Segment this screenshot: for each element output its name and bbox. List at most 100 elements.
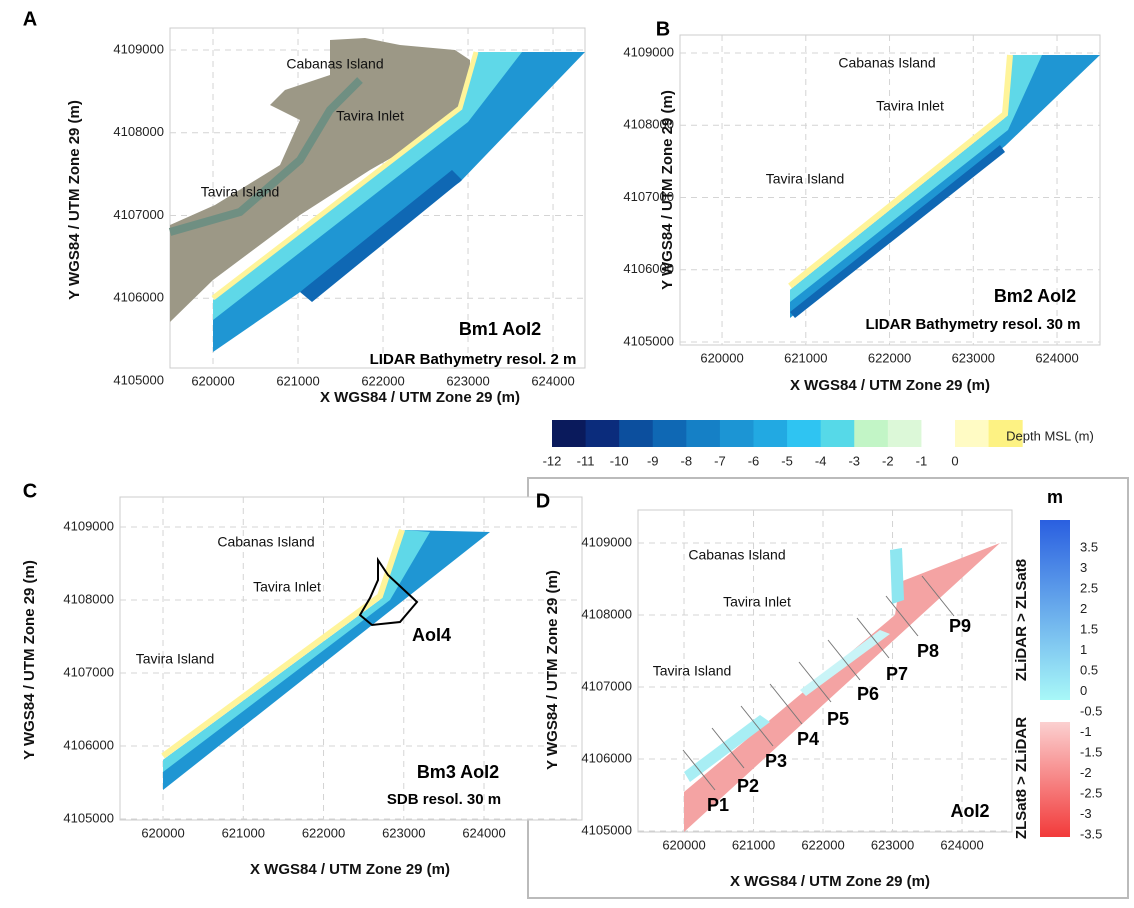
colorbar-tick-label: 0.5 (1080, 662, 1098, 677)
x-tick-label: 623000 (952, 350, 995, 365)
profile-label: P6 (857, 684, 879, 704)
difference-band (684, 543, 1000, 832)
colorbar-swatch (787, 420, 822, 447)
panel-subtitle: LIDAR Bathymetry resol. 2 m (370, 351, 577, 368)
satellite-land (170, 38, 470, 322)
plot-area (119, 496, 583, 821)
y-axis-title: Y WGS84 / UTM Zone 29 (m) (659, 90, 676, 290)
x-tick-label: 622000 (801, 837, 844, 852)
colorbar-tick-label: -11 (577, 453, 595, 468)
x-tick-label: 622000 (868, 350, 911, 365)
colorbar-swatch (921, 420, 956, 447)
x-axis-title: X WGS84 / UTM Zone 29 (m) (730, 873, 930, 890)
colorbar-tick-label: -12 (543, 453, 562, 468)
colorbar-swatch (719, 420, 754, 447)
y-tick-label: 4108000 (581, 606, 632, 621)
profile-label: P9 (949, 616, 971, 636)
colorbar-tick-label: 2 (1080, 601, 1087, 616)
x-tick-label: 621000 (276, 373, 319, 388)
colorbar-swatch (619, 420, 654, 447)
panel-letter: B (656, 18, 670, 40)
y-tick-label: 4107000 (63, 664, 114, 679)
profile-label: P3 (765, 751, 787, 771)
y-tick-label: 4109000 (581, 534, 632, 549)
positive-patch (890, 548, 904, 604)
colorbar-tick-label: -7 (714, 453, 726, 468)
colorbar-tick-label: -2 (882, 453, 894, 468)
colorbar-tick-label: 3 (1080, 560, 1087, 575)
y-tick-label: 4105000 (63, 810, 114, 825)
panel-title: Bm2 AoI2 (994, 286, 1076, 306)
y-tick-label: 4106000 (113, 290, 164, 305)
colorbar-tick-label: -4 (815, 453, 827, 468)
panel-title: Bm3 AoI2 (417, 762, 499, 782)
y-tick-label: 4106000 (581, 750, 632, 765)
y-tick-label: 4105000 (581, 822, 632, 837)
deep-zone (300, 170, 462, 302)
y-tick-label: 4107000 (623, 189, 674, 204)
channel (168, 77, 363, 236)
x-tick-label: 623000 (382, 825, 425, 840)
x-axis-title: X WGS84 / UTM Zone 29 (m) (320, 389, 520, 406)
colorbar-swatch (753, 420, 788, 447)
colorbar-swatch (854, 420, 889, 447)
x-tick-label: 620000 (700, 350, 743, 365)
x-tick-label: 624000 (531, 373, 574, 388)
positive-patch (684, 715, 770, 782)
positive-scale (1040, 520, 1070, 700)
positive-patch (800, 630, 890, 696)
colorbar-tick-label: 0 (951, 453, 958, 468)
colorbar-tick-label: 0 (1080, 683, 1087, 698)
colorbar-tick-label: -1 (1080, 724, 1092, 739)
colorbar-tick-label: -3 (848, 453, 860, 468)
shallow-zone (163, 530, 430, 772)
deep-zone (790, 145, 1005, 318)
x-tick-label: 624000 (940, 837, 983, 852)
colorbar-tick-label: -1.5 (1080, 744, 1102, 759)
x-tick-label: 623000 (446, 373, 489, 388)
colorbar-swatch (988, 420, 1023, 447)
colorbar-tick-label: 2.5 (1080, 580, 1098, 595)
colorbar-tick-label: 1.5 (1080, 621, 1098, 636)
colorbar-swatch (652, 420, 687, 447)
x-tick-label: 624000 (462, 825, 505, 840)
x-tick-label: 621000 (784, 350, 827, 365)
place-label: Tavira Inlet (336, 108, 404, 124)
place-label: Cabanas Island (217, 534, 314, 550)
x-tick-label: 624000 (1035, 350, 1078, 365)
colorbar-tick-label: -2.5 (1080, 785, 1102, 800)
x-axis-title: X WGS84 / UTM Zone 29 (m) (790, 377, 990, 394)
x-tick-label: 620000 (141, 825, 184, 840)
colorbar-swatch (820, 420, 855, 447)
beach (788, 54, 1013, 289)
negative-scale (1040, 722, 1070, 837)
colorbar-unit: m (1047, 487, 1063, 507)
colorbar-tick-label: -2 (1080, 765, 1092, 780)
beach (161, 529, 405, 759)
colorbar-tick-label: -5 (781, 453, 793, 468)
profile-label: P7 (886, 664, 908, 684)
panel-letter: A (23, 8, 37, 30)
bathymetry (213, 52, 585, 352)
profile-lines (682, 575, 955, 791)
colorbar-upper-label: ZLiDAR > ZLSat8 (1013, 559, 1030, 681)
colorbar-swatch (955, 420, 990, 447)
aoi4-outline (358, 556, 419, 627)
profile-label: P4 (797, 729, 819, 749)
labels-layer: 620000 621000 622000 623000 624000 4105000 410… (21, 8, 1102, 890)
profile-label: P5 (827, 709, 849, 729)
x-tick-label: 621000 (732, 837, 775, 852)
place-label: Tavira Inlet (253, 579, 321, 595)
colorbar-tick-label: -3.5 (1080, 826, 1102, 841)
y-tick-label: 4109000 (623, 44, 674, 59)
panel-title: AoI2 (950, 801, 989, 821)
y-tick-label: 4109000 (113, 41, 164, 56)
x-tick-label: 622000 (302, 825, 345, 840)
y-axis-title: Y WGS84 / UTM Zone 29 (m) (66, 100, 83, 300)
colorbar-swatch (585, 420, 620, 447)
place-label: Tavira Island (136, 651, 215, 667)
y-tick-label: 4105000 (623, 333, 674, 348)
colorbar-swatch (686, 420, 721, 447)
y-axis-title: Y WGS84 / UTM Zone 29 (m) (21, 560, 38, 760)
